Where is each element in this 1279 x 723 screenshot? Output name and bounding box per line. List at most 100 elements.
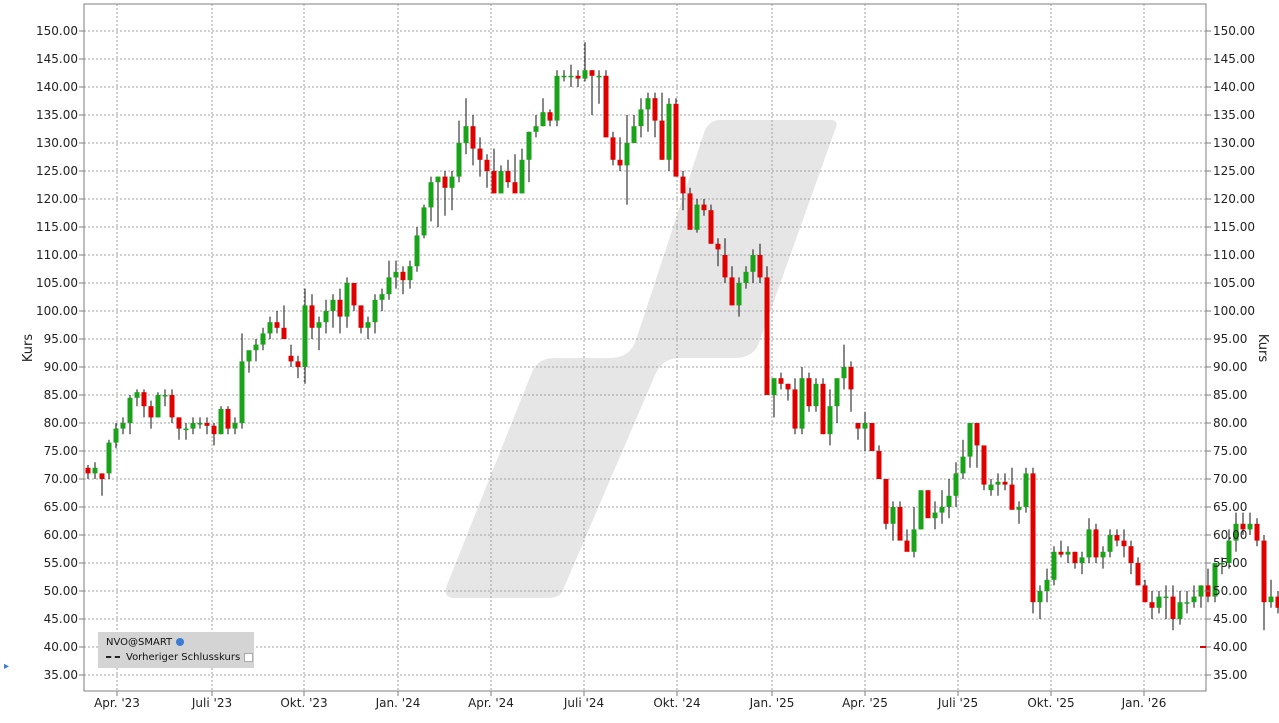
candle-body-up — [436, 177, 441, 183]
y-tick-label-left: 45.00 — [44, 612, 78, 626]
y-tick-label-right: 50.00 — [1213, 584, 1247, 598]
y-tick-label-right: 140.00 — [1213, 80, 1255, 94]
candle-body-up — [331, 300, 336, 311]
y-tick-label-left: 110.00 — [36, 248, 78, 262]
candle-body-up — [1178, 602, 1183, 619]
candle-body-up — [842, 367, 847, 378]
candle-body-up — [1052, 552, 1057, 580]
y-tick-label-right: 125.00 — [1213, 164, 1255, 178]
candle-body-down — [877, 451, 882, 479]
candle-body-up — [191, 423, 196, 429]
legend[interactable]: NVO@SMART Vorheriger Schlusskurs — [98, 632, 254, 668]
candle-body-up — [744, 272, 749, 283]
y-tick-label-right: 105.00 — [1213, 276, 1255, 290]
candle-body-down — [506, 171, 511, 182]
candle-body-up — [268, 322, 273, 333]
candle-body-down — [548, 112, 553, 120]
candle-body-up — [380, 294, 385, 300]
candle — [219, 406, 224, 434]
candle-body-down — [856, 423, 861, 429]
candle-body-up — [639, 109, 644, 126]
candle-body-down — [471, 126, 476, 148]
candle-body-up — [751, 255, 756, 272]
x-tick-label: Apr. '23 — [94, 696, 140, 710]
x-tick-label: Juli '23 — [191, 696, 232, 710]
candle-body-down — [765, 277, 770, 395]
candle-body-down — [793, 389, 798, 428]
candle — [1094, 524, 1099, 563]
candle-body-down — [212, 426, 217, 434]
candle-body-up — [198, 423, 203, 425]
y-tick-label-right: 60.00 — [1213, 528, 1247, 542]
legend-item-symbol[interactable]: NVO@SMART — [106, 635, 254, 650]
candle-body-up — [415, 235, 420, 266]
candle-body-down — [492, 171, 497, 193]
candle-body-up — [1269, 597, 1274, 603]
globe-icon[interactable] — [176, 638, 184, 646]
candle — [107, 440, 112, 479]
candle-body-down — [779, 378, 784, 384]
candle-body-up — [1080, 557, 1085, 563]
candle-body-up — [366, 322, 371, 328]
candle — [422, 205, 427, 239]
candle-body-up — [814, 384, 819, 406]
candle-body-down — [478, 149, 483, 160]
y-tick-label-left: 70.00 — [44, 472, 78, 486]
candle-body-down — [653, 98, 658, 120]
candle-body-down — [1059, 552, 1064, 555]
y-tick-label-left: 150.00 — [36, 24, 78, 38]
y-tick-label-right: 35.00 — [1213, 668, 1247, 682]
candle-body-up — [135, 392, 140, 398]
candle-body-up — [863, 423, 868, 429]
candle-body-up — [1199, 585, 1204, 596]
x-tick-label: Okt. '23 — [280, 696, 327, 710]
candle — [156, 392, 161, 417]
candle-body-up — [1157, 597, 1162, 608]
candle-body-down — [338, 300, 343, 317]
candle-body-up — [555, 76, 560, 121]
candle-body-up — [947, 496, 952, 507]
candle-body-up — [1248, 524, 1253, 530]
candle-body-up — [800, 378, 805, 428]
candle — [709, 205, 714, 244]
candle-body-down — [576, 76, 581, 79]
candle-body-down — [688, 193, 693, 229]
candle-body-up — [520, 160, 525, 194]
candle-body-up — [464, 126, 469, 143]
candle-body-down — [1171, 597, 1176, 619]
candle-body-up — [233, 423, 238, 429]
candle-body-down — [870, 423, 875, 451]
candle — [688, 188, 693, 230]
candle-body-down — [1073, 552, 1078, 563]
candle-body-up — [114, 429, 119, 443]
y-tick-label-right: 120.00 — [1213, 192, 1255, 206]
candle-body-up — [1045, 580, 1050, 591]
y-tick-label-left: 120.00 — [36, 192, 78, 206]
candle — [982, 445, 987, 490]
candle-body-up — [450, 177, 455, 188]
candle-body-up — [695, 205, 700, 230]
candle — [1052, 546, 1057, 585]
candle-body-down — [359, 305, 364, 327]
x-tick-label: Jan. '24 — [375, 696, 421, 710]
candle-body-down — [177, 417, 182, 428]
candle-body-down — [723, 255, 728, 277]
candle-body-up — [499, 171, 504, 193]
candle-body-down — [611, 137, 616, 159]
candle-body-up — [1038, 591, 1043, 602]
y-tick-label-left: 80.00 — [44, 416, 78, 430]
checkbox-icon[interactable] — [244, 653, 253, 662]
x-tick-label: Juli '24 — [563, 696, 604, 710]
x-tick-label: Juli '25 — [937, 696, 978, 710]
candle-body-up — [1192, 597, 1197, 603]
candle-body-up — [541, 112, 546, 126]
legend-item-previous-close[interactable]: Vorheriger Schlusskurs — [106, 650, 254, 665]
candle-body-down — [401, 272, 406, 280]
candle-body-up — [184, 429, 189, 431]
candle-body-down — [1122, 541, 1127, 547]
crosshair-icon[interactable]: ▸ — [4, 662, 14, 672]
candle-body-down — [681, 177, 686, 194]
candle-body-up — [1164, 597, 1169, 599]
candle-body-down — [709, 210, 714, 244]
candle-body-down — [275, 322, 280, 328]
